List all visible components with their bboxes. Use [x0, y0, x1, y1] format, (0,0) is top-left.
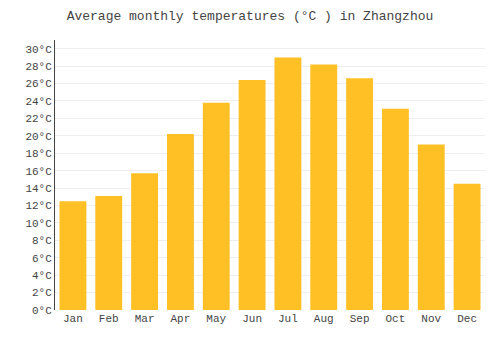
svg-text:30°C: 30°C [25, 44, 52, 56]
svg-text:Mar: Mar [135, 313, 155, 325]
svg-text:Jun: Jun [242, 313, 262, 325]
svg-text:Sep: Sep [350, 313, 370, 325]
svg-text:Jul: Jul [278, 313, 298, 325]
svg-text:Nov: Nov [421, 313, 441, 325]
svg-text:16°C: 16°C [25, 166, 52, 178]
svg-text:Oct: Oct [386, 313, 406, 325]
svg-text:Feb: Feb [99, 313, 119, 325]
svg-text:Average monthly temperatures (: Average monthly temperatures (°C ) in Zh… [67, 9, 434, 24]
svg-text:Jan: Jan [63, 313, 83, 325]
svg-text:24°C: 24°C [25, 96, 52, 108]
svg-text:Aug: Aug [314, 313, 334, 325]
svg-text:12°C: 12°C [25, 200, 52, 212]
svg-text:8°C: 8°C [32, 235, 52, 247]
svg-text:Dec: Dec [457, 313, 477, 325]
svg-text:14°C: 14°C [25, 183, 52, 195]
svg-text:10°C: 10°C [25, 218, 52, 230]
svg-text:22°C: 22°C [25, 113, 52, 125]
svg-text:May: May [206, 313, 226, 325]
svg-text:0°C: 0°C [32, 305, 52, 317]
svg-text:2°C: 2°C [32, 287, 52, 299]
svg-text:20°C: 20°C [25, 131, 52, 143]
svg-text:28°C: 28°C [25, 61, 52, 73]
svg-text:Apr: Apr [171, 313, 191, 325]
svg-text:26°C: 26°C [25, 78, 52, 90]
svg-text:18°C: 18°C [25, 148, 52, 160]
svg-text:4°C: 4°C [32, 270, 52, 282]
svg-text:6°C: 6°C [32, 253, 52, 265]
